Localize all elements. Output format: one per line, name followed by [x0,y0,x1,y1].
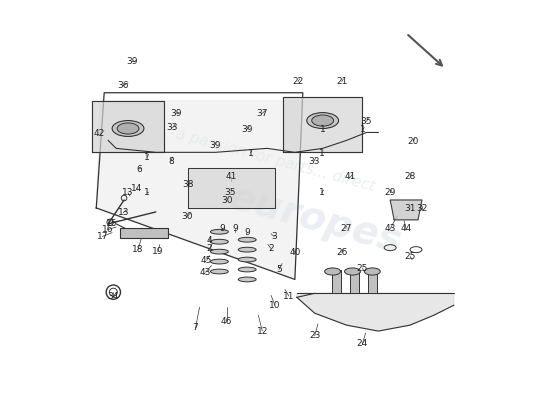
Ellipse shape [238,267,256,272]
Text: 45: 45 [201,256,212,265]
Text: 15: 15 [106,218,117,228]
Text: 39: 39 [209,141,221,150]
Bar [350,270,359,293]
Text: 10: 10 [270,301,280,310]
Text: 35: 35 [225,188,236,197]
Ellipse shape [312,115,334,126]
Text: 28: 28 [404,172,416,182]
Polygon shape [283,97,362,152]
Text: europes: europes [224,178,405,261]
Text: 18: 18 [132,245,144,254]
Text: 20: 20 [408,137,419,146]
Text: 2: 2 [268,244,274,253]
Bar [367,270,377,293]
Text: 9: 9 [244,228,250,237]
Text: 3: 3 [271,232,277,241]
Text: 37: 37 [256,109,268,118]
Text: 22: 22 [293,77,304,86]
Text: 46: 46 [221,317,232,326]
Polygon shape [92,101,164,152]
Text: 27: 27 [340,224,351,233]
Text: 1: 1 [319,149,324,158]
Text: 1: 1 [360,125,365,134]
Text: 14: 14 [131,184,142,192]
Ellipse shape [112,120,144,136]
Ellipse shape [324,268,340,275]
Text: 39: 39 [241,125,253,134]
Text: 8: 8 [168,156,174,166]
Text: 33: 33 [308,156,320,166]
Text: 11: 11 [283,292,295,301]
Ellipse shape [211,229,228,234]
Text: 21: 21 [336,77,348,86]
Text: 41: 41 [345,172,356,182]
Ellipse shape [211,259,228,264]
Text: 6: 6 [136,164,142,174]
Text: 7: 7 [192,324,199,332]
Text: 12: 12 [257,326,268,336]
Polygon shape [96,101,303,280]
Bar [120,228,168,238]
Text: 38: 38 [182,180,194,190]
Bar [332,270,342,293]
Text: 33: 33 [167,123,178,132]
Text: 40: 40 [289,248,300,257]
Text: 16: 16 [102,225,113,234]
Text: 32: 32 [416,204,428,213]
Ellipse shape [238,247,256,252]
Text: 39: 39 [126,57,138,66]
Text: 35: 35 [361,117,372,126]
Ellipse shape [211,239,228,244]
Text: a passion for parts... direct: a passion for parts... direct [174,126,376,194]
Text: 24: 24 [357,339,368,348]
Polygon shape [297,293,454,331]
Text: 43: 43 [200,268,211,277]
Text: 23: 23 [309,331,321,340]
Text: 44: 44 [400,224,412,233]
Text: 9: 9 [233,224,238,233]
Text: 36: 36 [118,81,129,90]
Text: 13: 13 [118,208,129,217]
Text: 4: 4 [207,236,212,245]
Text: 5: 5 [276,265,282,274]
Text: 30: 30 [221,196,232,205]
Text: 31: 31 [404,204,416,213]
Text: 43: 43 [384,224,396,233]
Text: 2: 2 [207,244,212,253]
Text: 26: 26 [336,248,348,257]
Ellipse shape [307,113,339,128]
Text: 29: 29 [384,188,396,197]
Text: 1: 1 [144,152,150,162]
Text: 34: 34 [108,292,119,301]
Text: 17: 17 [96,232,108,241]
Text: 19: 19 [152,247,163,256]
Text: 39: 39 [170,109,182,118]
Ellipse shape [211,249,228,254]
Text: 42: 42 [94,129,105,138]
Text: 1: 1 [248,149,253,158]
Text: 9: 9 [219,224,226,233]
Text: 1: 1 [320,125,326,134]
Ellipse shape [364,268,380,275]
Ellipse shape [238,277,256,282]
Text: 30: 30 [181,212,192,221]
Text: 25: 25 [404,252,416,261]
Polygon shape [390,200,422,220]
Polygon shape [188,168,275,208]
Ellipse shape [117,123,139,134]
Text: 13: 13 [122,188,134,197]
Text: 41: 41 [226,172,237,182]
Ellipse shape [211,269,228,274]
Ellipse shape [238,257,256,262]
Text: 1: 1 [319,188,324,197]
Text: 25: 25 [357,264,368,273]
Ellipse shape [238,237,256,242]
Ellipse shape [344,268,360,275]
Text: 1: 1 [144,188,150,197]
